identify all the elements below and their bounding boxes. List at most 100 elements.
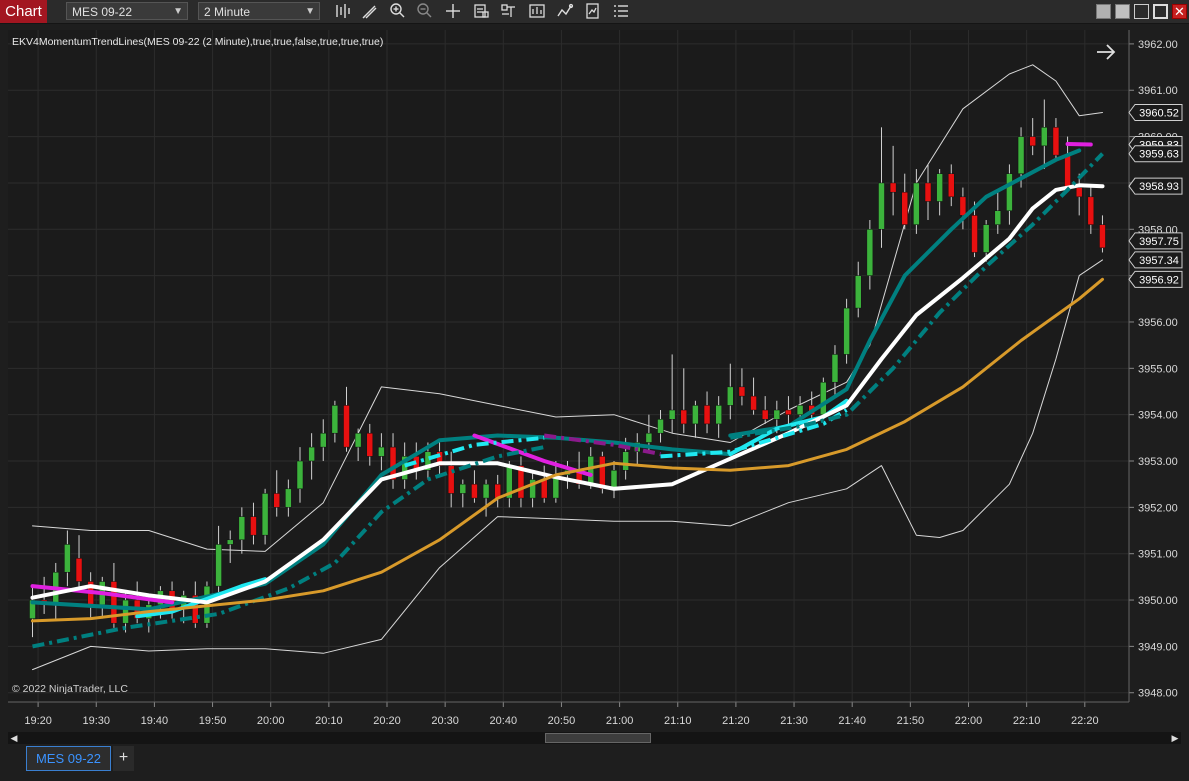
close-button[interactable]: ✕ <box>1172 4 1187 19</box>
candle-body <box>820 381 827 415</box>
candle-body <box>750 395 757 411</box>
x-tick-label: 20:10 <box>315 715 343 727</box>
candle-body <box>238 516 246 541</box>
candle-body <box>913 182 920 225</box>
y-tick-label: 3949.00 <box>1138 641 1178 653</box>
x-tick-label: 20:40 <box>490 715 518 727</box>
scroll-right-icon[interactable]: ▶ <box>1171 733 1179 743</box>
candle-body <box>796 405 804 415</box>
interval-select[interactable]: 2 Minute ▼ <box>198 2 320 20</box>
scroll-left-icon[interactable]: ◀ <box>10 733 18 743</box>
price-chart[interactable]: 3962.003961.003960.003959.003958.003957.… <box>0 0 1189 745</box>
candle-body <box>540 479 548 499</box>
maximize-button[interactable] <box>1153 4 1168 19</box>
price-tag-label: 3959.63 <box>1139 149 1179 161</box>
x-tick-label: 20:30 <box>431 715 459 727</box>
bar-type-icon[interactable] <box>333 2 353 20</box>
candle-body <box>1017 136 1025 174</box>
candle-body <box>959 196 967 216</box>
list-icon[interactable] <box>611 2 631 20</box>
horizontal-scrollbar[interactable]: ◀ ▶ <box>8 732 1181 744</box>
close-icon: ✕ <box>1174 4 1185 19</box>
candle-body <box>901 191 908 225</box>
candle-body <box>1029 136 1036 147</box>
restore-button[interactable] <box>1134 4 1149 19</box>
x-tick-label: 22:20 <box>1071 715 1099 727</box>
candle-body <box>1099 224 1106 249</box>
price-tag-box <box>1128 270 1183 288</box>
candle-body <box>924 182 932 202</box>
y-tick-label: 3951.00 <box>1138 549 1178 561</box>
scroll-thumb[interactable] <box>545 733 651 743</box>
candle-body <box>436 451 443 466</box>
candle-body <box>110 581 118 624</box>
x-tick-label: 22:10 <box>1013 715 1041 727</box>
series-line-1 <box>728 148 1082 438</box>
instrument-select[interactable]: MES 09-22 ▼ <box>66 2 188 20</box>
pencil-icon[interactable] <box>360 2 380 20</box>
candle-body <box>285 488 292 508</box>
candle-body <box>866 229 874 276</box>
price-tag: 3956.92 <box>1128 270 1183 288</box>
tab-mes-09-22[interactable]: MES 09-22 <box>26 746 111 771</box>
price-tag: 3957.34 <box>1128 251 1183 269</box>
indicator-icon[interactable] <box>555 2 575 20</box>
candle-body <box>773 409 781 420</box>
series-line-10 <box>543 433 661 457</box>
candle-body <box>971 215 978 253</box>
candle-body <box>529 479 536 499</box>
candle-body <box>622 451 629 471</box>
candle-body <box>261 493 269 536</box>
y-tick-label: 3953.00 <box>1138 456 1178 468</box>
x-tick-label: 19:40 <box>141 715 169 727</box>
candle-body <box>587 456 594 485</box>
x-tick-label: 19:50 <box>199 715 227 727</box>
y-tick-label: 3952.00 <box>1138 502 1178 514</box>
x-tick-label: 21:20 <box>722 715 750 727</box>
chevron-down-icon: ▼ <box>173 6 183 17</box>
candle-body <box>982 224 990 253</box>
x-tick-label: 20:00 <box>257 715 285 727</box>
candle-body <box>1041 127 1048 147</box>
interval-value: 2 Minute <box>204 5 251 19</box>
zoom-in-icon[interactable] <box>388 2 408 20</box>
zoom-out-icon[interactable] <box>415 2 435 20</box>
minimize-all-button[interactable] <box>1096 4 1111 19</box>
chart-trader-icon[interactable] <box>527 2 547 20</box>
price-tag-label: 3956.92 <box>1139 274 1179 286</box>
candle-body <box>354 432 362 448</box>
candle-body <box>389 446 397 480</box>
series-line-13 <box>31 277 1104 623</box>
x-tick-label: 21:00 <box>606 715 634 727</box>
price-tag-box <box>1128 145 1183 163</box>
data-series-icon[interactable] <box>583 2 603 20</box>
price-tag: 3957.75 <box>1128 232 1183 250</box>
crosshair-icon[interactable] <box>443 2 463 20</box>
candle-body <box>1075 187 1083 198</box>
properties-icon[interactable] <box>471 2 491 20</box>
x-tick-label: 21:40 <box>838 715 866 727</box>
candle-body <box>517 465 525 499</box>
add-tab-button[interactable]: + <box>113 746 134 771</box>
candle-body <box>366 432 374 457</box>
candle-body <box>889 182 897 193</box>
arrow-right-icon[interactable] <box>1094 40 1118 64</box>
candle-body <box>1006 173 1013 211</box>
series-line-4 <box>30 584 175 605</box>
strategy-icon[interactable] <box>499 2 519 20</box>
candle-body <box>680 409 688 425</box>
x-tick-label: 21:10 <box>664 715 692 727</box>
indicator-label: EKV4MomentumTrendLines(MES 09-22 (2 Minu… <box>12 36 384 48</box>
price-tag-box <box>1128 251 1183 269</box>
candle-body <box>785 409 792 415</box>
minimize-button[interactable] <box>1115 4 1130 19</box>
candle-body <box>1087 196 1095 225</box>
x-tick-label: 21:50 <box>897 715 925 727</box>
candle-body <box>296 460 304 490</box>
candle-body <box>250 516 257 536</box>
candle-body <box>645 432 653 443</box>
x-tick-label: 19:20 <box>24 715 52 727</box>
candle-body <box>482 483 490 499</box>
candle-body <box>715 405 722 425</box>
x-tick-label: 20:50 <box>548 715 576 727</box>
